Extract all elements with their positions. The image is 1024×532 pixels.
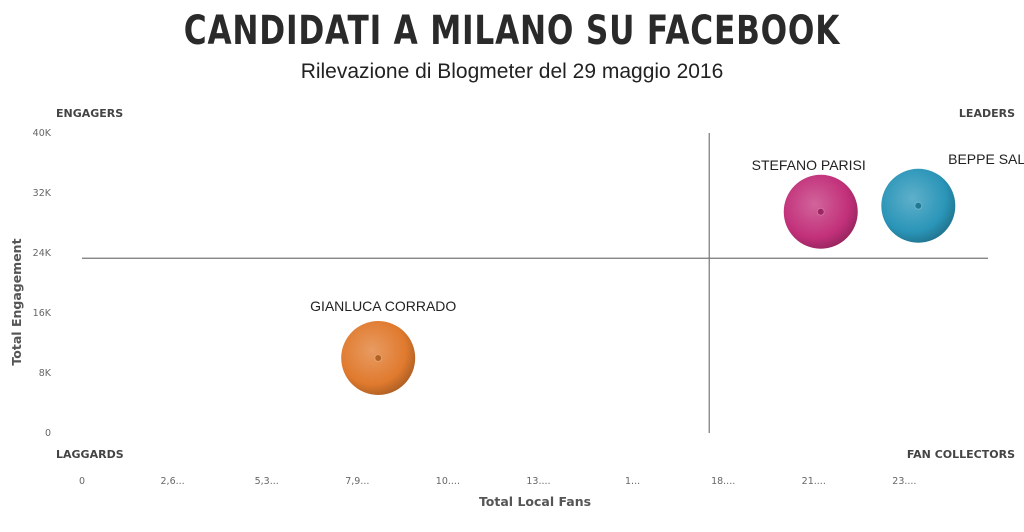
data-point-marker	[374, 354, 383, 362]
x-tick-label: 1...	[625, 476, 640, 487]
y-tick-label: 0	[45, 428, 51, 439]
x-tick-label: 5,3...	[255, 476, 279, 487]
x-tick-label: 10....	[436, 476, 460, 487]
data-point-marker	[816, 207, 825, 216]
x-tick-label: 7,9...	[345, 476, 369, 487]
quadrant-label-fan-collectors: FAN COLLECTORS	[907, 448, 1015, 461]
y-axis-label: Total Engagement	[9, 238, 24, 365]
bubble-label: GIANLUCA CORRADO	[310, 298, 456, 314]
x-tick-label: 13....	[526, 476, 550, 487]
chart-title: CANDIDATI A MILANO SU FACEBOOK	[183, 8, 841, 54]
data-point-marker	[914, 201, 923, 210]
quadrant-label-laggards: LAGGARDS	[56, 448, 124, 461]
x-axis-label: Total Local Fans	[479, 494, 591, 509]
quadrant-label-leaders: LEADERS	[959, 107, 1015, 120]
bubble-label: BEPPE SALA	[948, 151, 1024, 167]
x-tick-label: 18....	[711, 476, 735, 487]
x-tick-label: 2,6...	[161, 476, 185, 487]
x-tick-label: 23....	[892, 476, 916, 487]
y-tick-label: 8K	[39, 368, 52, 379]
y-tick-label: 24K	[33, 248, 52, 259]
chart-subtitle: Rilevazione di Blogmeter del 29 maggio 2…	[300, 60, 724, 83]
quadrant-label-engagers: ENGAGERS	[56, 107, 123, 120]
y-tick-label: 16K	[33, 308, 52, 319]
x-tick-label: 21....	[802, 476, 826, 487]
bubble-label: STEFANO PARISI	[752, 157, 866, 173]
x-tick-label: 0	[79, 476, 85, 487]
y-tick-label: 32K	[33, 188, 52, 199]
y-tick-label: 40K	[33, 128, 52, 139]
